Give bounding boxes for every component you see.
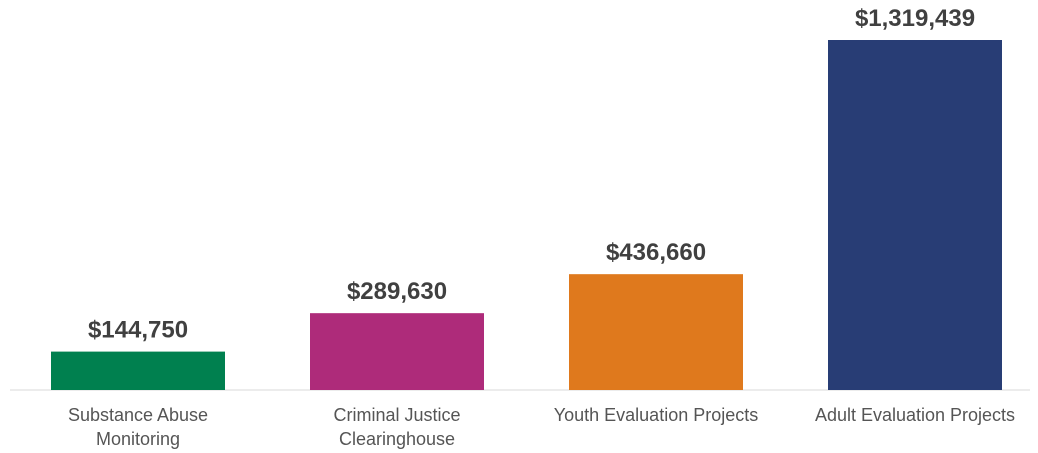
category-label-0-line-0: Substance Abuse [68,405,208,425]
bar-1 [310,313,484,390]
category-label-3-line-0: Adult Evaluation Projects [815,405,1015,425]
bar-2 [569,274,743,390]
bars-group [51,40,1002,390]
category-label-2: Youth Evaluation Projects [554,405,758,425]
category-label-0-line-1: Monitoring [96,429,180,449]
category-label-3: Adult Evaluation Projects [815,405,1015,425]
category-label-2-line-0: Youth Evaluation Projects [554,405,758,425]
value-labels-group: $144,750 $289,630 $436,660 $1,319,439 [88,5,975,344]
category-label-1-line-1: Clearinghouse [339,429,455,449]
bar-0 [51,351,225,390]
category-labels-group: Substance Abuse Monitoring Criminal Justic… [68,405,1015,449]
category-label-1: Criminal Justice Clearinghouse [333,405,460,449]
value-label-2: $436,660 [606,239,706,266]
value-label-0: $144,750 [88,317,188,344]
value-label-1: $289,630 [347,278,447,305]
bar-3 [828,40,1002,390]
category-label-0: Substance Abuse Monitoring [68,405,208,449]
category-label-1-line-0: Criminal Justice [333,405,460,425]
value-label-3: $1,319,439 [855,5,975,32]
